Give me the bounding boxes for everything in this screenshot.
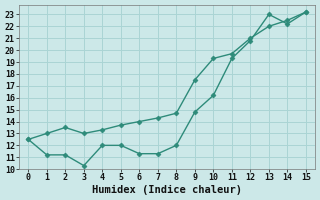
X-axis label: Humidex (Indice chaleur): Humidex (Indice chaleur): [92, 185, 242, 195]
